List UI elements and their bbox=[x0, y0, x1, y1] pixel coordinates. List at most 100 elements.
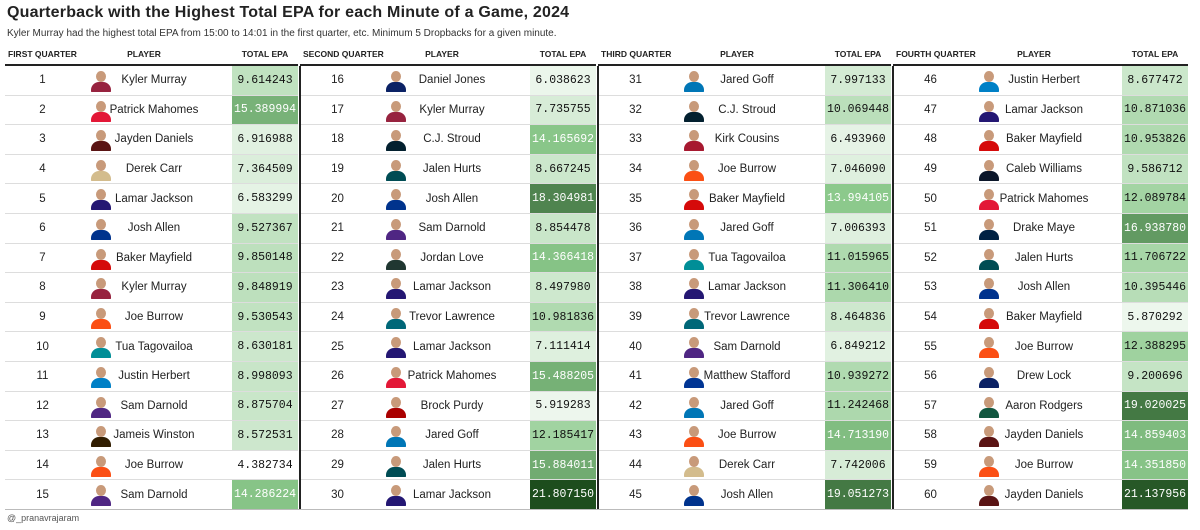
headshot-head bbox=[391, 278, 401, 290]
epa-cell: 9.527367 bbox=[232, 214, 298, 243]
headshot-head bbox=[984, 367, 994, 378]
minute-cell: 37 bbox=[629, 251, 642, 264]
minute-cell: 12 bbox=[36, 399, 49, 412]
player-headshot-icon bbox=[977, 395, 1001, 418]
minute-cell: 8 bbox=[39, 281, 46, 294]
minute-cell: 58 bbox=[924, 429, 937, 442]
headshot-head bbox=[96, 307, 106, 319]
minute-cell: 40 bbox=[629, 340, 642, 353]
minute-cell: 5 bbox=[39, 192, 46, 205]
player-name-cell: Josh Allen bbox=[1017, 281, 1071, 294]
epa-cell: 8.875704 bbox=[232, 391, 298, 421]
player-headshot-icon bbox=[384, 365, 408, 388]
player-headshot-icon bbox=[89, 247, 113, 270]
player-headshot-icon bbox=[89, 128, 113, 152]
headshot-jersey bbox=[386, 200, 406, 211]
headshot-head bbox=[689, 485, 699, 497]
player-headshot-icon bbox=[682, 217, 706, 240]
minute-cell: 7 bbox=[39, 251, 46, 264]
table-row: 27 Brock Purdy 5.919283 bbox=[300, 391, 596, 422]
epa-cell: 12.185417 bbox=[530, 421, 596, 450]
minute-cell: 36 bbox=[629, 222, 642, 235]
table-row: 28 Jared Goff 12.185417 bbox=[300, 421, 596, 451]
player-name-cell: Justin Herbert bbox=[118, 370, 190, 383]
player-headshot-icon bbox=[977, 483, 1001, 507]
table-row: 56 Drew Lock 9.200696 bbox=[893, 362, 1188, 392]
table-row: 34 Joe Burrow 7.046090 bbox=[598, 154, 891, 185]
epa-cell: 14.859403 bbox=[1122, 421, 1188, 450]
headshot-head bbox=[984, 219, 994, 230]
table-row: 31 Jared Goff 7.997133 bbox=[598, 66, 891, 96]
epa-cell: 4.382734 bbox=[232, 450, 298, 480]
table-row: 54 Baker Mayfield 5.870292 bbox=[893, 302, 1188, 333]
epa-cell: 14.286224 bbox=[232, 480, 298, 509]
epa-cell: 9.614243 bbox=[232, 66, 298, 95]
headshot-jersey bbox=[386, 230, 406, 240]
player-name-cell: Caleb Williams bbox=[1005, 163, 1083, 176]
player-headshot-icon bbox=[682, 247, 706, 270]
player-name-cell: Jayden Daniels bbox=[114, 133, 194, 146]
minute-cell: 27 bbox=[331, 399, 344, 412]
minute-cell: 48 bbox=[924, 133, 937, 146]
author-credit: @_pranavrajaram bbox=[7, 513, 80, 523]
epa-cell: 10.939272 bbox=[825, 362, 891, 391]
headshot-head bbox=[689, 71, 699, 82]
quarter-header: SECOND QUARTER bbox=[303, 49, 384, 59]
headshot-jersey bbox=[386, 141, 406, 152]
headshot-jersey bbox=[91, 230, 111, 240]
player-name-cell: C.J. Stroud bbox=[718, 103, 776, 116]
player-headshot-icon bbox=[384, 217, 408, 240]
player-name-cell: Lamar Jackson bbox=[413, 488, 491, 501]
minute-cell: 17 bbox=[331, 103, 344, 116]
player-name-cell: Jameis Winston bbox=[113, 429, 195, 442]
epa-cell: 10.069448 bbox=[825, 95, 891, 125]
headshot-jersey bbox=[684, 407, 704, 418]
epa-cell: 18.304981 bbox=[530, 184, 596, 213]
player-name-cell: Joe Burrow bbox=[717, 163, 777, 176]
epa-cell: 7.364509 bbox=[232, 154, 298, 184]
minute-cell: 4 bbox=[39, 163, 46, 176]
player-name-cell: Jayden Daniels bbox=[1004, 429, 1084, 442]
headshot-jersey bbox=[684, 141, 704, 152]
minute-cell: 46 bbox=[924, 74, 937, 87]
epa-cell: 21.807150 bbox=[530, 480, 596, 509]
player-headshot-icon bbox=[682, 454, 706, 477]
headshot-head bbox=[96, 219, 106, 230]
player-headshot-icon bbox=[89, 158, 113, 181]
player-name-cell: Lamar Jackson bbox=[115, 192, 193, 205]
epa-cell: 14.366418 bbox=[530, 243, 596, 273]
player-name-cell: Lamar Jackson bbox=[1005, 103, 1083, 116]
headshot-jersey bbox=[91, 82, 111, 92]
headshot-jersey bbox=[386, 407, 406, 418]
epa-column-header: TOTAL EPA bbox=[1131, 49, 1179, 59]
headshot-head bbox=[391, 189, 401, 201]
epa-cell: 6.583299 bbox=[232, 184, 298, 213]
player-name-cell: Trevor Lawrence bbox=[704, 311, 790, 324]
minute-cell: 53 bbox=[924, 281, 937, 294]
minute-cell: 30 bbox=[331, 488, 344, 501]
epa-table: FIRST QUARTER PLAYER TOTAL EPA 1 Kyler Murra… bbox=[5, 45, 1188, 510]
table-row: 12 Sam Darnold 8.875704 bbox=[5, 391, 298, 422]
minute-cell: 20 bbox=[331, 192, 344, 205]
table-row: 60 Jayden Daniels 21.137956 bbox=[893, 480, 1188, 510]
minute-cell: 28 bbox=[331, 429, 344, 442]
player-name-cell: Joe Burrow bbox=[124, 459, 184, 472]
headshot-jersey bbox=[386, 466, 406, 477]
epa-cell: 8.464836 bbox=[825, 302, 891, 332]
headshot-head bbox=[391, 485, 401, 497]
minute-cell: 6 bbox=[39, 222, 46, 235]
player-name-cell: Daniel Jones bbox=[418, 74, 486, 87]
player-name-cell: Sam Darnold bbox=[418, 222, 486, 235]
table-row: 9 Joe Burrow 9.530543 bbox=[5, 302, 298, 333]
minute-cell: 42 bbox=[629, 399, 642, 412]
headshot-head bbox=[96, 130, 106, 142]
headshot-jersey bbox=[386, 111, 406, 122]
headshot-jersey bbox=[91, 318, 111, 329]
table-row: 44 Derek Carr 7.742006 bbox=[598, 450, 891, 481]
minute-cell: 35 bbox=[629, 192, 642, 205]
headshot-head bbox=[96, 100, 106, 112]
epa-cell: 14.165692 bbox=[530, 125, 596, 154]
epa-column-header: TOTAL EPA bbox=[834, 49, 882, 59]
player-name-cell: Sam Darnold bbox=[120, 488, 188, 501]
table-row: 29 Jalen Hurts 15.884011 bbox=[300, 450, 596, 481]
